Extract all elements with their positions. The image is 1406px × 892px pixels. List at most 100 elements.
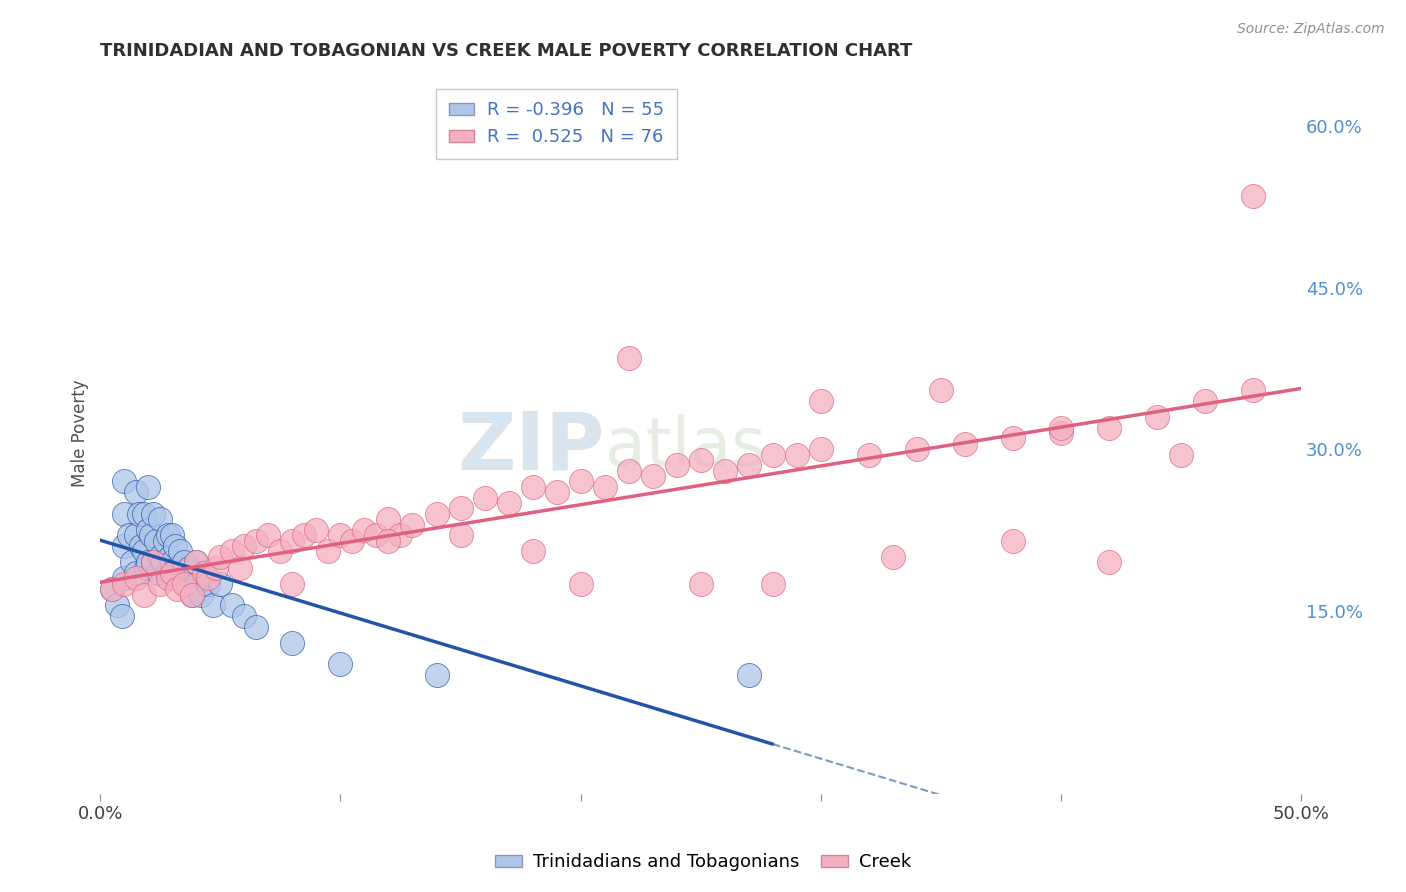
Point bbox=[186, 576, 208, 591]
Point bbox=[737, 668, 759, 682]
Point bbox=[162, 528, 184, 542]
Point bbox=[125, 571, 148, 585]
Point bbox=[132, 507, 155, 521]
Point bbox=[204, 560, 226, 574]
Point bbox=[162, 555, 184, 569]
Point bbox=[329, 657, 352, 672]
Point bbox=[665, 458, 688, 473]
Point bbox=[318, 544, 340, 558]
Point bbox=[1049, 425, 1071, 440]
Text: Source: ZipAtlas.com: Source: ZipAtlas.com bbox=[1237, 22, 1385, 37]
Point bbox=[713, 464, 735, 478]
Point bbox=[377, 512, 399, 526]
Legend: R = -0.396   N = 55, R =  0.525   N = 76: R = -0.396 N = 55, R = 0.525 N = 76 bbox=[436, 88, 676, 159]
Point bbox=[389, 528, 412, 542]
Point bbox=[163, 539, 186, 553]
Point bbox=[156, 571, 179, 585]
Point bbox=[762, 448, 785, 462]
Point bbox=[1001, 432, 1024, 446]
Point bbox=[135, 560, 157, 574]
Point bbox=[450, 528, 472, 542]
Point bbox=[1241, 189, 1264, 203]
Point bbox=[905, 442, 928, 457]
Point bbox=[173, 576, 195, 591]
Point bbox=[305, 523, 328, 537]
Point bbox=[153, 533, 176, 548]
Point bbox=[197, 571, 219, 585]
Point bbox=[170, 566, 193, 580]
Point bbox=[498, 496, 520, 510]
Point bbox=[546, 485, 568, 500]
Point bbox=[112, 507, 135, 521]
Point bbox=[152, 555, 174, 569]
Point bbox=[342, 533, 364, 548]
Point bbox=[105, 599, 128, 613]
Point bbox=[180, 588, 202, 602]
Point bbox=[221, 544, 243, 558]
Point bbox=[138, 555, 160, 569]
Point bbox=[882, 549, 904, 564]
Point bbox=[142, 555, 165, 569]
Point bbox=[953, 437, 976, 451]
Text: TRINIDADIAN AND TOBAGONIAN VS CREEK MALE POVERTY CORRELATION CHART: TRINIDADIAN AND TOBAGONIAN VS CREEK MALE… bbox=[100, 42, 912, 60]
Point bbox=[132, 588, 155, 602]
Point bbox=[112, 475, 135, 489]
Point bbox=[112, 576, 135, 591]
Point bbox=[786, 448, 808, 462]
Point bbox=[245, 620, 267, 634]
Point bbox=[593, 480, 616, 494]
Point bbox=[101, 582, 124, 596]
Point bbox=[762, 576, 785, 591]
Point bbox=[125, 485, 148, 500]
Point bbox=[689, 576, 711, 591]
Text: atlas: atlas bbox=[605, 415, 765, 481]
Point bbox=[169, 544, 191, 558]
Point bbox=[281, 576, 304, 591]
Point bbox=[228, 560, 250, 574]
Point bbox=[179, 560, 201, 574]
Point bbox=[166, 560, 188, 574]
Point bbox=[156, 566, 179, 580]
Point bbox=[233, 539, 256, 553]
Point bbox=[329, 528, 352, 542]
Point bbox=[112, 571, 135, 585]
Point bbox=[145, 533, 167, 548]
Point bbox=[156, 528, 179, 542]
Point bbox=[193, 566, 215, 580]
Point bbox=[353, 523, 375, 537]
Point bbox=[1170, 448, 1192, 462]
Point bbox=[425, 507, 447, 521]
Point bbox=[159, 549, 181, 564]
Point bbox=[425, 668, 447, 682]
Point bbox=[221, 599, 243, 613]
Point bbox=[257, 528, 280, 542]
Point bbox=[1098, 420, 1121, 434]
Point bbox=[186, 555, 208, 569]
Point bbox=[245, 533, 267, 548]
Point bbox=[366, 528, 388, 542]
Point bbox=[1098, 555, 1121, 569]
Point bbox=[1146, 409, 1168, 424]
Point bbox=[1049, 420, 1071, 434]
Point bbox=[162, 566, 184, 580]
Point bbox=[121, 555, 143, 569]
Point bbox=[450, 501, 472, 516]
Point bbox=[474, 491, 496, 505]
Point bbox=[617, 351, 640, 365]
Point bbox=[186, 555, 208, 569]
Point bbox=[149, 576, 172, 591]
Point bbox=[281, 533, 304, 548]
Point bbox=[129, 539, 152, 553]
Point bbox=[149, 549, 172, 564]
Point bbox=[1001, 533, 1024, 548]
Point bbox=[377, 533, 399, 548]
Point bbox=[101, 582, 124, 596]
Point bbox=[689, 453, 711, 467]
Point bbox=[146, 566, 169, 580]
Y-axis label: Male Poverty: Male Poverty bbox=[72, 379, 89, 487]
Point bbox=[209, 549, 232, 564]
Point bbox=[294, 528, 316, 542]
Point bbox=[176, 576, 198, 591]
Point bbox=[190, 588, 212, 602]
Point bbox=[522, 480, 544, 494]
